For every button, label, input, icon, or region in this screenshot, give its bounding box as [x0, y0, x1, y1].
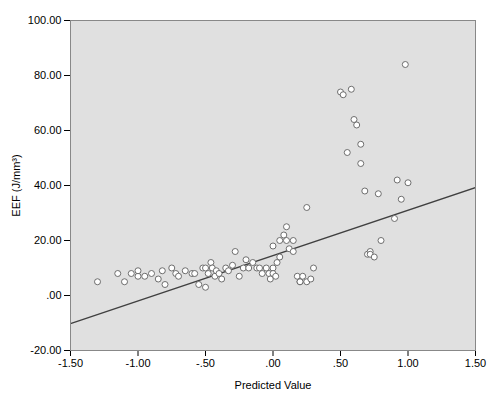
svg-text:60.00: 60.00	[34, 124, 62, 136]
svg-text:1.50: 1.50	[465, 357, 486, 369]
svg-text:.50: .50	[333, 357, 348, 369]
svg-text:20.00: 20.00	[34, 234, 62, 246]
svg-text:80.00: 80.00	[34, 69, 62, 81]
svg-text:100.00: 100.00	[28, 14, 62, 26]
svg-text:Predicted Value: Predicted Value	[235, 379, 312, 391]
svg-text:EEF (J/mm³): EEF (J/mm³)	[10, 154, 22, 216]
svg-text:-1.50: -1.50	[58, 357, 83, 369]
svg-text:40.00: 40.00	[34, 179, 62, 191]
svg-text:.00: .00	[265, 357, 280, 369]
svg-text:-20.00: -20.00	[30, 344, 61, 356]
svg-text:1.00: 1.00	[397, 357, 418, 369]
svg-text:.00: .00	[46, 289, 61, 301]
svg-text:-1.00: -1.00	[125, 357, 150, 369]
svg-text:-.50: -.50	[196, 357, 215, 369]
